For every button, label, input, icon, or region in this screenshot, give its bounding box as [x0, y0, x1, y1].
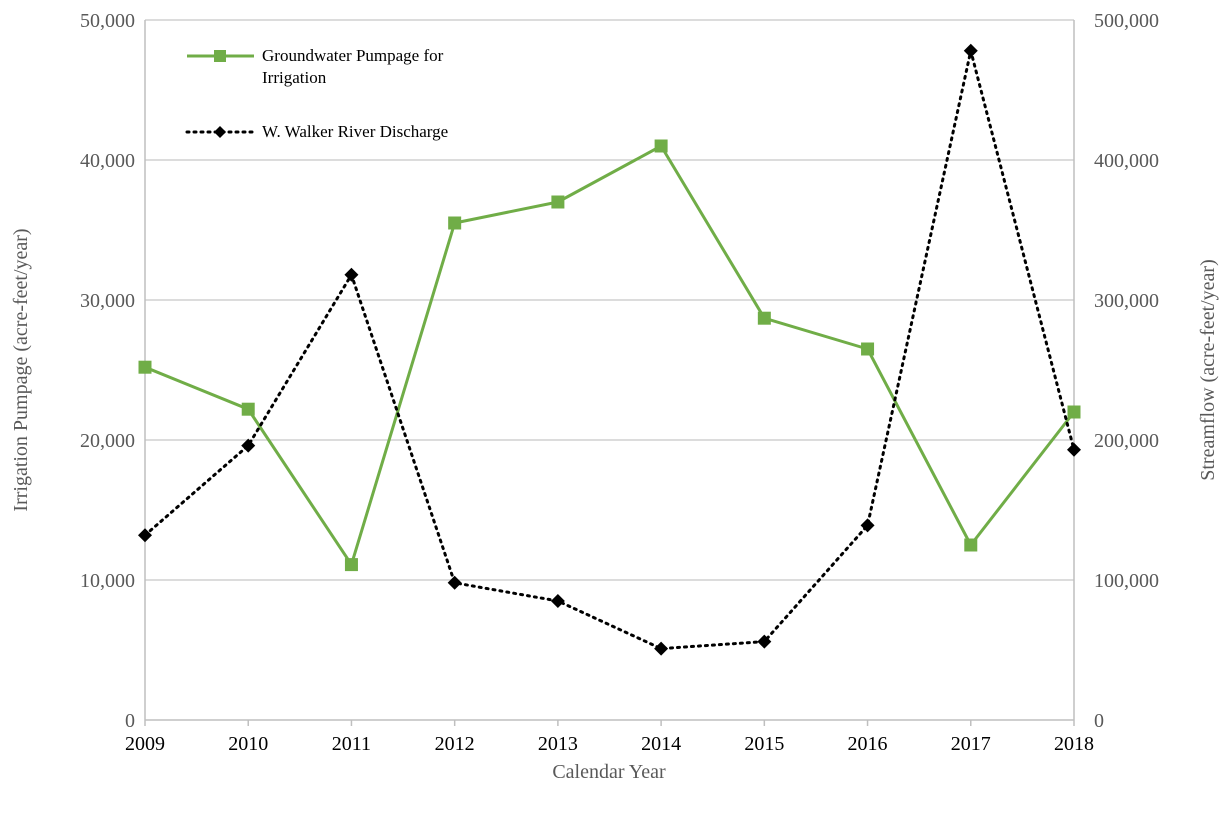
- legend-label-pumpage-line1: Groundwater Pumpage for: [262, 46, 444, 65]
- x-tick-label: 2018: [1054, 733, 1094, 755]
- gridlines: [145, 19, 1074, 581]
- legend-marker-pumpage: [214, 50, 226, 62]
- data-point-pumpage: [964, 538, 978, 552]
- legend-item-discharge: W. Walker River Discharge: [185, 122, 448, 141]
- data-point-discharge: [963, 43, 978, 58]
- data-point-discharge: [757, 634, 772, 649]
- right-axis-title: Streamflow (acre-feet/year): [1197, 259, 1219, 481]
- data-point-discharge: [1067, 442, 1081, 457]
- data-point-pumpage: [654, 139, 668, 153]
- data-point-discharge: [241, 438, 256, 453]
- x-axis-ticks: 2009 2010 2011 2012 2013 2014 2015 2016 2017 2018: [125, 720, 1094, 755]
- x-tick-label: 2012: [435, 733, 475, 755]
- x-tick-label: 2016: [848, 733, 888, 755]
- data-point-pumpage: [448, 216, 462, 230]
- legend-label-pumpage-line2: Irrigation: [262, 68, 327, 87]
- right-tick-label: 500,000: [1094, 10, 1159, 32]
- x-axis-title: Calendar Year: [552, 761, 666, 783]
- data-point-pumpage: [757, 311, 771, 325]
- right-axis-ticks: 0 100,000 200,000 300,000 400,000 500,000: [1094, 10, 1159, 732]
- data-point-pumpage: [1067, 405, 1081, 419]
- data-point-discharge: [344, 267, 359, 282]
- left-tick-label: 10,000: [80, 570, 135, 592]
- data-point-pumpage: [241, 402, 255, 416]
- left-tick-label: 50,000: [80, 10, 135, 32]
- x-tick-label: 2009: [125, 733, 165, 755]
- series-layer: [138, 43, 1081, 656]
- legend-item-pumpage: Groundwater Pumpage for Irrigation: [187, 46, 448, 87]
- x-tick-label: 2017: [951, 733, 991, 755]
- left-axis-title: Irrigation Pumpage (acre-feet/year): [10, 228, 32, 511]
- x-tick-label: 2015: [744, 733, 784, 755]
- data-point-pumpage: [138, 360, 152, 374]
- legend-marker-discharge: [214, 126, 226, 138]
- right-tick-label: 200,000: [1094, 430, 1159, 452]
- data-point-pumpage: [861, 342, 875, 356]
- x-tick-label: 2014: [641, 733, 681, 755]
- data-point-discharge: [860, 518, 875, 533]
- x-tick-label: 2013: [538, 733, 578, 755]
- data-point-discharge: [138, 528, 152, 543]
- data-point-pumpage: [551, 195, 565, 209]
- data-point-discharge: [447, 575, 462, 590]
- legend-label-discharge: W. Walker River Discharge: [262, 122, 448, 141]
- data-point-pumpage: [344, 558, 358, 572]
- right-tick-label: 400,000: [1094, 150, 1159, 172]
- left-tick-label: 20,000: [80, 430, 135, 452]
- series-line-pumpage: [144, 144, 1076, 567]
- right-tick-label: 300,000: [1094, 290, 1159, 312]
- left-tick-label: 0: [125, 710, 135, 732]
- x-tick-label: 2010: [228, 733, 268, 755]
- right-tick-label: 0: [1094, 710, 1104, 732]
- legend-label-pumpage: Groundwater Pumpage for Irrigation: [262, 46, 448, 87]
- legend: Groundwater Pumpage for Irrigation W. Wa…: [185, 46, 448, 141]
- left-tick-label: 30,000: [80, 290, 135, 312]
- series-line-discharge: [143, 50, 1076, 651]
- left-axis-ticks: 0 10,000 20,000 30,000 40,000 50,000: [80, 10, 135, 732]
- data-point-discharge: [654, 641, 669, 656]
- data-point-discharge: [550, 594, 565, 608]
- x-tick-label: 2011: [332, 733, 371, 755]
- left-tick-label: 40,000: [80, 150, 135, 172]
- right-tick-label: 100,000: [1094, 570, 1159, 592]
